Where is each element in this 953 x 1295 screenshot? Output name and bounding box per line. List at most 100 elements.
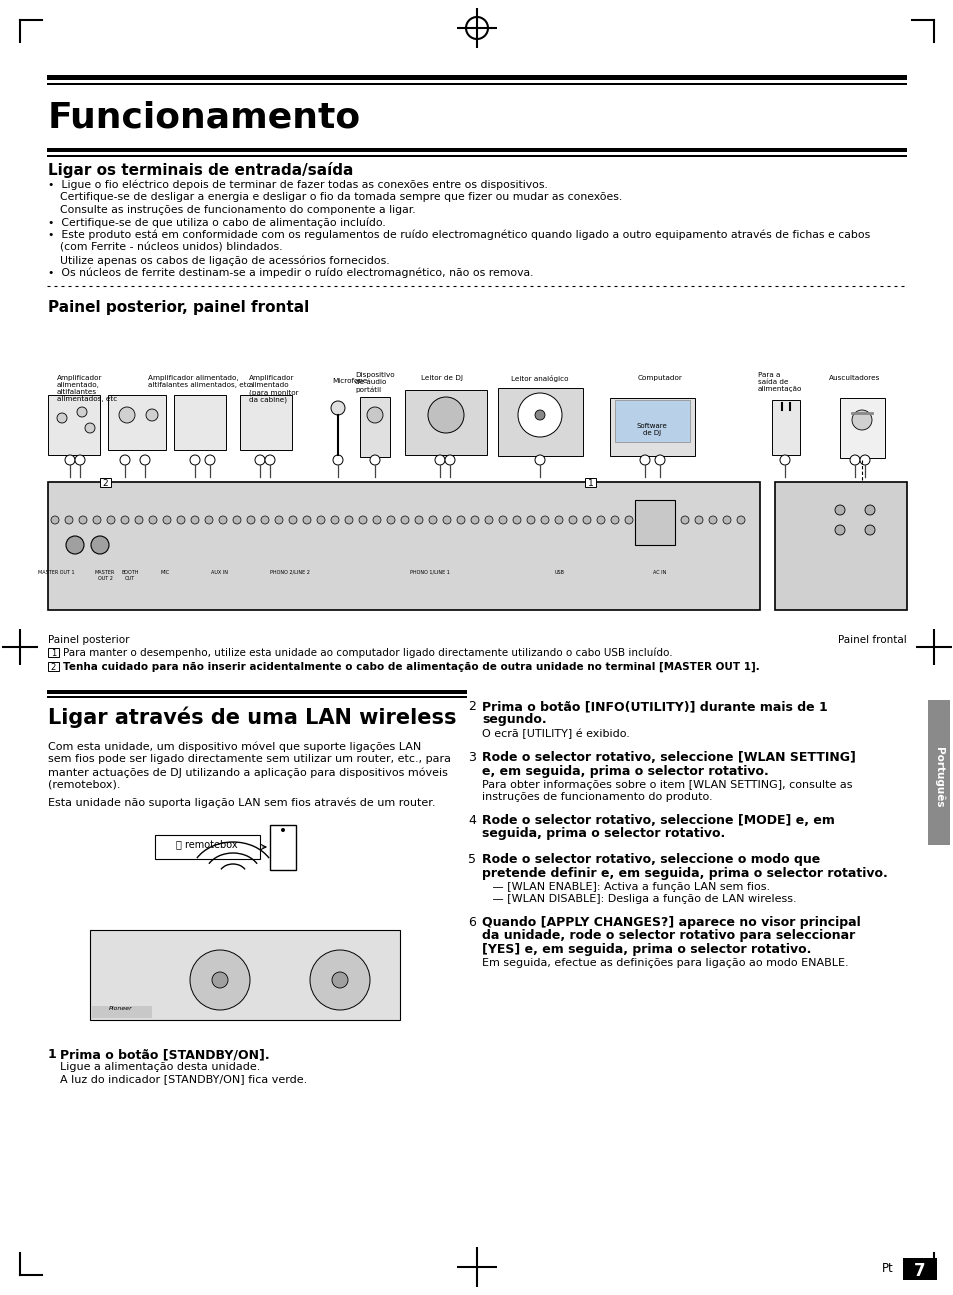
Circle shape — [655, 455, 664, 465]
Text: 1: 1 — [587, 479, 593, 488]
Text: Computador: Computador — [637, 376, 681, 381]
Circle shape — [859, 455, 869, 465]
Text: Funcionamento: Funcionamento — [48, 100, 361, 133]
Text: AC IN: AC IN — [653, 570, 666, 575]
Circle shape — [555, 515, 562, 524]
Circle shape — [119, 407, 135, 423]
Bar — [771, 400, 800, 455]
Circle shape — [265, 455, 274, 465]
Circle shape — [77, 407, 87, 417]
Bar — [774, 482, 906, 610]
Text: BOOTH
OUT: BOOTH OUT — [121, 570, 138, 580]
Text: pretende definir e, em seguida, prima o selector rotativo.: pretende definir e, em seguida, prima o … — [481, 866, 887, 879]
Bar — [91, 1006, 152, 1018]
Bar — [48, 482, 760, 610]
Text: Consulte as instruções de funcionamento do componente a ligar.: Consulte as instruções de funcionamento … — [60, 205, 416, 215]
Text: PHONO 1/LINE 1: PHONO 1/LINE 1 — [410, 570, 450, 575]
Text: Com esta unidade, um dispositivo móvel que suporte ligações LAN: Com esta unidade, um dispositivo móvel q… — [48, 742, 421, 752]
Circle shape — [85, 423, 95, 433]
Text: instruções de funcionamento do produto.: instruções de funcionamento do produto. — [481, 793, 712, 802]
Text: e, em seguida, prima o selector rotativo.: e, em seguida, prima o selector rotativo… — [481, 764, 768, 777]
Text: •  Os núcleos de ferrite destinam-se a impedir o ruído electromagnético, não os : • Os núcleos de ferrite destinam-se a im… — [48, 268, 533, 278]
Circle shape — [75, 455, 85, 465]
Text: O ecrã [UTILITY] é exibido.: O ecrã [UTILITY] é exibido. — [481, 729, 629, 739]
Circle shape — [737, 515, 744, 524]
Circle shape — [568, 515, 577, 524]
Text: (remotebox).: (remotebox). — [48, 780, 120, 790]
Circle shape — [205, 455, 214, 465]
Circle shape — [212, 973, 228, 988]
Bar — [405, 390, 486, 455]
Circle shape — [834, 505, 844, 515]
Text: 2: 2 — [468, 701, 476, 714]
Text: USB: USB — [555, 570, 564, 575]
Circle shape — [864, 524, 874, 535]
Text: Para a
saída de
alimentação: Para a saída de alimentação — [757, 372, 801, 392]
Circle shape — [205, 515, 213, 524]
Circle shape — [535, 455, 544, 465]
Text: Prima o botão [STANDBY/ON].: Prima o botão [STANDBY/ON]. — [60, 1048, 270, 1061]
Text: 7: 7 — [913, 1263, 924, 1279]
Text: Pt: Pt — [882, 1263, 893, 1276]
Text: Para manter o desempenho, utilize esta unidade ao computador ligado directamente: Para manter o desempenho, utilize esta u… — [63, 648, 672, 658]
Bar — [108, 395, 166, 449]
Bar — [584, 478, 596, 487]
Circle shape — [517, 392, 561, 436]
Bar — [927, 701, 949, 846]
Circle shape — [652, 515, 660, 524]
Circle shape — [79, 515, 87, 524]
Circle shape — [639, 515, 646, 524]
Text: manter actuações de DJ utilizando a aplicação para dispositivos móveis: manter actuações de DJ utilizando a apli… — [48, 767, 447, 777]
Text: AUX IN: AUX IN — [212, 570, 229, 575]
Text: Ligar através de uma LAN wireless: Ligar através de uma LAN wireless — [48, 706, 456, 728]
Bar — [48, 662, 59, 671]
Text: Microfone: Microfone — [332, 378, 367, 385]
Circle shape — [191, 515, 199, 524]
Circle shape — [140, 455, 150, 465]
Bar — [840, 398, 884, 458]
Circle shape — [442, 515, 451, 524]
Circle shape — [261, 515, 269, 524]
Circle shape — [51, 515, 59, 524]
Circle shape — [610, 515, 618, 524]
Text: Rode o selector rotativo, seleccione [WLAN SETTING]: Rode o selector rotativo, seleccione [WL… — [481, 751, 855, 764]
Circle shape — [429, 515, 436, 524]
Circle shape — [456, 515, 464, 524]
Circle shape — [849, 455, 859, 465]
Circle shape — [190, 455, 200, 465]
Text: Prima o botão [INFO(UTILITY)] durante mais de 1: Prima o botão [INFO(UTILITY)] durante ma… — [481, 701, 827, 714]
Text: 5: 5 — [468, 853, 476, 866]
Circle shape — [316, 515, 325, 524]
Bar — [497, 388, 582, 456]
Text: Utilize apenas os cabos de ligação de acessórios fornecidos.: Utilize apenas os cabos de ligação de ac… — [60, 255, 389, 265]
Circle shape — [851, 411, 871, 430]
Text: Para obter informações sobre o item [WLAN SETTING], consulte as: Para obter informações sobre o item [WLA… — [481, 780, 852, 790]
Circle shape — [345, 515, 353, 524]
Bar — [47, 315, 906, 625]
Text: — [WLAN ENABLE]: Activa a função LAN sem fios.: — [WLAN ENABLE]: Activa a função LAN sem… — [481, 882, 769, 892]
Text: Amplificador
alimentado,
altifalantes
alimentados, etc: Amplificador alimentado, altifalantes al… — [57, 376, 117, 401]
Circle shape — [163, 515, 171, 524]
Text: da unidade, rode o selector rotativo para seleccionar: da unidade, rode o selector rotativo par… — [481, 930, 854, 943]
Circle shape — [120, 455, 130, 465]
Circle shape — [233, 515, 241, 524]
Bar — [48, 395, 100, 455]
Text: Dispositivo
de áudio
portátil: Dispositivo de áudio portátil — [355, 372, 395, 392]
Circle shape — [695, 515, 702, 524]
Text: A luz do indicador [STANDBY/ON] fica verde.: A luz do indicador [STANDBY/ON] fica ver… — [60, 1074, 307, 1084]
Bar — [240, 395, 292, 449]
Text: Rode o selector rotativo, seleccione [MODE] e, em: Rode o selector rotativo, seleccione [MO… — [481, 815, 834, 828]
Text: PHONO 2/LINE 2: PHONO 2/LINE 2 — [270, 570, 310, 575]
Circle shape — [535, 411, 544, 420]
Text: Auscultadores: Auscultadores — [828, 376, 880, 381]
Text: Quando [APPLY CHANGES?] aparece no visor principal: Quando [APPLY CHANGES?] aparece no visor… — [481, 916, 860, 929]
Bar — [47, 690, 467, 694]
Text: 6: 6 — [468, 916, 476, 929]
Circle shape — [66, 536, 84, 554]
Circle shape — [471, 515, 478, 524]
Circle shape — [370, 455, 379, 465]
Circle shape — [358, 515, 367, 524]
Circle shape — [65, 455, 75, 465]
Bar — [609, 398, 695, 456]
Circle shape — [666, 515, 675, 524]
